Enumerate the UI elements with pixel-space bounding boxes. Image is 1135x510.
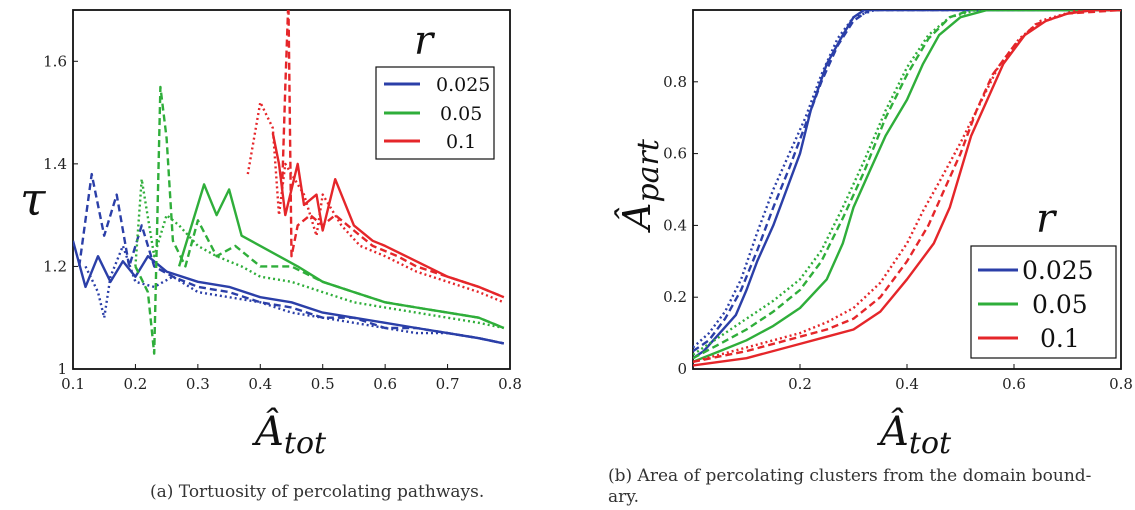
legend-label: 0.05 xyxy=(1032,290,1088,319)
y-tick-label: 0.2 xyxy=(663,288,687,306)
x-tick-label: 0.3 xyxy=(186,375,210,393)
caption: (b) Area of percolating clusters from th… xyxy=(608,466,1091,486)
y-axis-label: Âpart xyxy=(615,138,666,233)
x-tick-label: 0.5 xyxy=(311,375,335,393)
x-tick-label: 0.2 xyxy=(123,375,147,393)
x-tick-label: 0.6 xyxy=(373,375,397,393)
series-line-0.05-solid xyxy=(693,10,1121,363)
series-line-0.1-dashed xyxy=(280,10,505,299)
y-tick-label: 0.8 xyxy=(663,73,687,91)
x-tick-label: 0.8 xyxy=(1109,375,1133,393)
x-axis-label: Âtot xyxy=(876,408,952,461)
legend-label: 0.1 xyxy=(1040,324,1080,353)
tick-group: 0.2 0.4 0.6 0.8 0 0.2 0.4 0.6 0.8 xyxy=(663,73,1133,393)
panel-a: 0.1 0.2 0.3 0.4 0.5 0.6 0.7 0.8 1 1.2 1.4 1.6 τ Âto… xyxy=(20,9,522,502)
legend-box xyxy=(375,66,495,160)
y-tick-label: 0.4 xyxy=(663,216,687,234)
x-tick-label: 0.7 xyxy=(436,375,460,393)
y-tick-label: 1 xyxy=(57,360,67,378)
y-tick-label: 0.6 xyxy=(663,145,687,163)
legend-label: 0.025 xyxy=(1022,256,1094,285)
series-line-0.025-dashed xyxy=(78,172,505,345)
series-line-0.025-dotted xyxy=(84,244,505,345)
y-tick-label: 1.2 xyxy=(43,257,67,275)
legend-label: 0.05 xyxy=(440,103,482,125)
plot-frame xyxy=(72,9,511,370)
tick-group: 0.1 0.2 0.3 0.4 0.5 0.6 0.7 0.8 1 1.2 1.4 1.6 xyxy=(43,52,522,393)
caption: (a) Tortuosity of percolating pathways. xyxy=(150,482,484,502)
series-line-0.05-dotted xyxy=(134,177,505,330)
y-axis-label: τ xyxy=(20,172,47,226)
series-line-0.025-solid xyxy=(73,240,505,345)
series-line-0.05-dashed xyxy=(134,85,505,355)
y-tick-label: 0 xyxy=(677,360,687,378)
y-tick-label: 1.6 xyxy=(43,52,67,70)
legend-title: r xyxy=(1036,196,1058,242)
series-line-0.1-dashed xyxy=(693,10,1121,363)
x-tick-label: 0.1 xyxy=(61,375,85,393)
x-tick-label: 0.8 xyxy=(498,375,522,393)
series-line-0.1-dotted xyxy=(246,101,505,304)
panel-b: 0.2 0.4 0.6 0.8 0 0.2 0.4 0.6 0.8 Âpart Âtot r 0… xyxy=(608,9,1133,507)
x-tick-label: 0.4 xyxy=(248,375,272,393)
series-line-0.1-dotted xyxy=(693,10,1121,363)
legend: r 0.025 0.05 0.1 xyxy=(375,18,495,160)
legend-title: r xyxy=(414,18,436,64)
caption: ary. xyxy=(608,487,639,507)
series-group xyxy=(693,10,1121,367)
legend: r 0.025 0.05 0.1 xyxy=(970,196,1117,359)
legend-label: 0.025 xyxy=(436,74,490,96)
x-tick-label: 0.4 xyxy=(895,375,919,393)
series-line-0.05-dotted xyxy=(693,10,1121,356)
x-axis-label: Âtot xyxy=(251,408,327,461)
legend-label: 0.1 xyxy=(446,131,476,153)
y-tick-label: 1.4 xyxy=(43,155,67,173)
series-line-0.025-dotted xyxy=(693,10,1121,349)
series-group xyxy=(73,10,505,355)
series-line-0.025-dashed xyxy=(693,10,1121,353)
series-line-0.025-solid xyxy=(693,10,1121,360)
series-line-0.1-solid xyxy=(271,132,505,299)
x-tick-label: 0.6 xyxy=(1002,375,1026,393)
series-line-0.05-solid xyxy=(177,183,505,330)
x-tick-label: 0.2 xyxy=(788,375,812,393)
